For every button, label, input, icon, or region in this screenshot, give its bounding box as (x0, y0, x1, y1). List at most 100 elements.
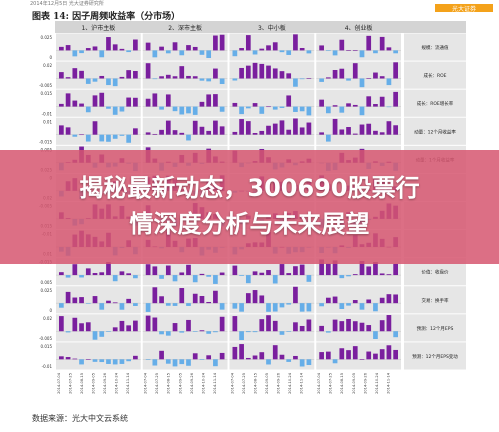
bar (199, 78, 205, 81)
bar (279, 50, 285, 53)
bar (119, 303, 125, 310)
bar (79, 70, 84, 79)
bar (213, 120, 218, 135)
bar (266, 315, 271, 332)
bar (259, 48, 265, 51)
bar (106, 359, 111, 364)
bar (219, 34, 225, 51)
bar (379, 96, 385, 107)
bar (379, 273, 385, 276)
factor-label-bg (404, 117, 466, 145)
bar (106, 331, 111, 332)
bar (366, 35, 372, 51)
bar (293, 106, 298, 112)
bar (59, 72, 64, 79)
bar (199, 50, 205, 55)
y-tick-label: -0.005 (39, 336, 52, 341)
bar (145, 98, 151, 107)
bar (393, 50, 398, 54)
bar (239, 303, 244, 312)
bar (126, 359, 132, 362)
bar (172, 130, 178, 135)
bar (239, 48, 244, 51)
bar (65, 357, 71, 360)
bar (252, 62, 258, 79)
factor-label: 价值：收盘价 (422, 269, 449, 276)
bar (186, 134, 191, 141)
bar (206, 94, 212, 107)
bar (85, 268, 91, 276)
bar (332, 319, 338, 332)
bar (126, 134, 132, 143)
bar (325, 134, 331, 142)
bar (325, 106, 331, 114)
bar (186, 264, 191, 276)
bar (85, 78, 91, 84)
bar (373, 331, 378, 339)
bar (186, 45, 191, 51)
bar (199, 359, 205, 360)
bar (393, 349, 398, 360)
bar (379, 76, 385, 79)
y-tick-label: 0.015 (41, 344, 53, 349)
bar (219, 106, 225, 112)
bar (279, 106, 285, 108)
bar (152, 133, 158, 135)
bar (112, 359, 118, 365)
bar (145, 315, 151, 332)
bar (159, 46, 164, 51)
bar (152, 93, 158, 107)
market-label: 1、沪市主板 (81, 24, 115, 32)
panel-bg (56, 342, 141, 370)
bar (352, 300, 358, 304)
bar (272, 275, 278, 284)
bar (179, 288, 185, 304)
bar (286, 129, 292, 135)
bar (79, 275, 84, 278)
bar (199, 273, 205, 276)
bar (386, 294, 392, 304)
bar (266, 45, 271, 51)
bar (359, 322, 365, 332)
bar (85, 322, 91, 332)
bar (206, 275, 212, 277)
bar (92, 46, 98, 51)
bar (133, 97, 138, 107)
bar (119, 106, 125, 112)
bar (299, 303, 305, 312)
bar (306, 78, 312, 79)
bar (332, 50, 338, 56)
bar (172, 76, 178, 79)
y-tick-label: 0.02 (43, 63, 52, 68)
bar (206, 78, 212, 82)
factor-label-bg (404, 286, 466, 314)
bar (259, 319, 265, 332)
y-tick-label: 0.025 (41, 35, 53, 40)
y-tick-label: -0.015 (39, 139, 52, 144)
bar (126, 273, 132, 276)
bar (299, 78, 305, 80)
factor-label-bg (404, 314, 466, 342)
bar (293, 355, 298, 360)
bar (359, 124, 365, 135)
bar (279, 354, 285, 360)
bar (85, 106, 91, 113)
bar (332, 118, 338, 135)
factor-label: 预测：12个月EPS (417, 325, 454, 332)
bar (325, 77, 331, 79)
x-tick-label: 2014-07-25 (242, 373, 246, 394)
market-label: 4、创业板 (345, 24, 373, 32)
bar (213, 35, 218, 51)
bar (179, 272, 185, 276)
bar (219, 303, 225, 310)
bar (245, 106, 251, 109)
bar (159, 350, 164, 360)
bar (145, 42, 151, 51)
market-label: 3、中小板 (258, 24, 286, 32)
bar (59, 272, 64, 276)
bar (99, 359, 105, 363)
bar (279, 264, 285, 276)
factor-label: 成长：ROE (423, 72, 446, 79)
bar (239, 344, 244, 360)
bar (293, 118, 298, 135)
